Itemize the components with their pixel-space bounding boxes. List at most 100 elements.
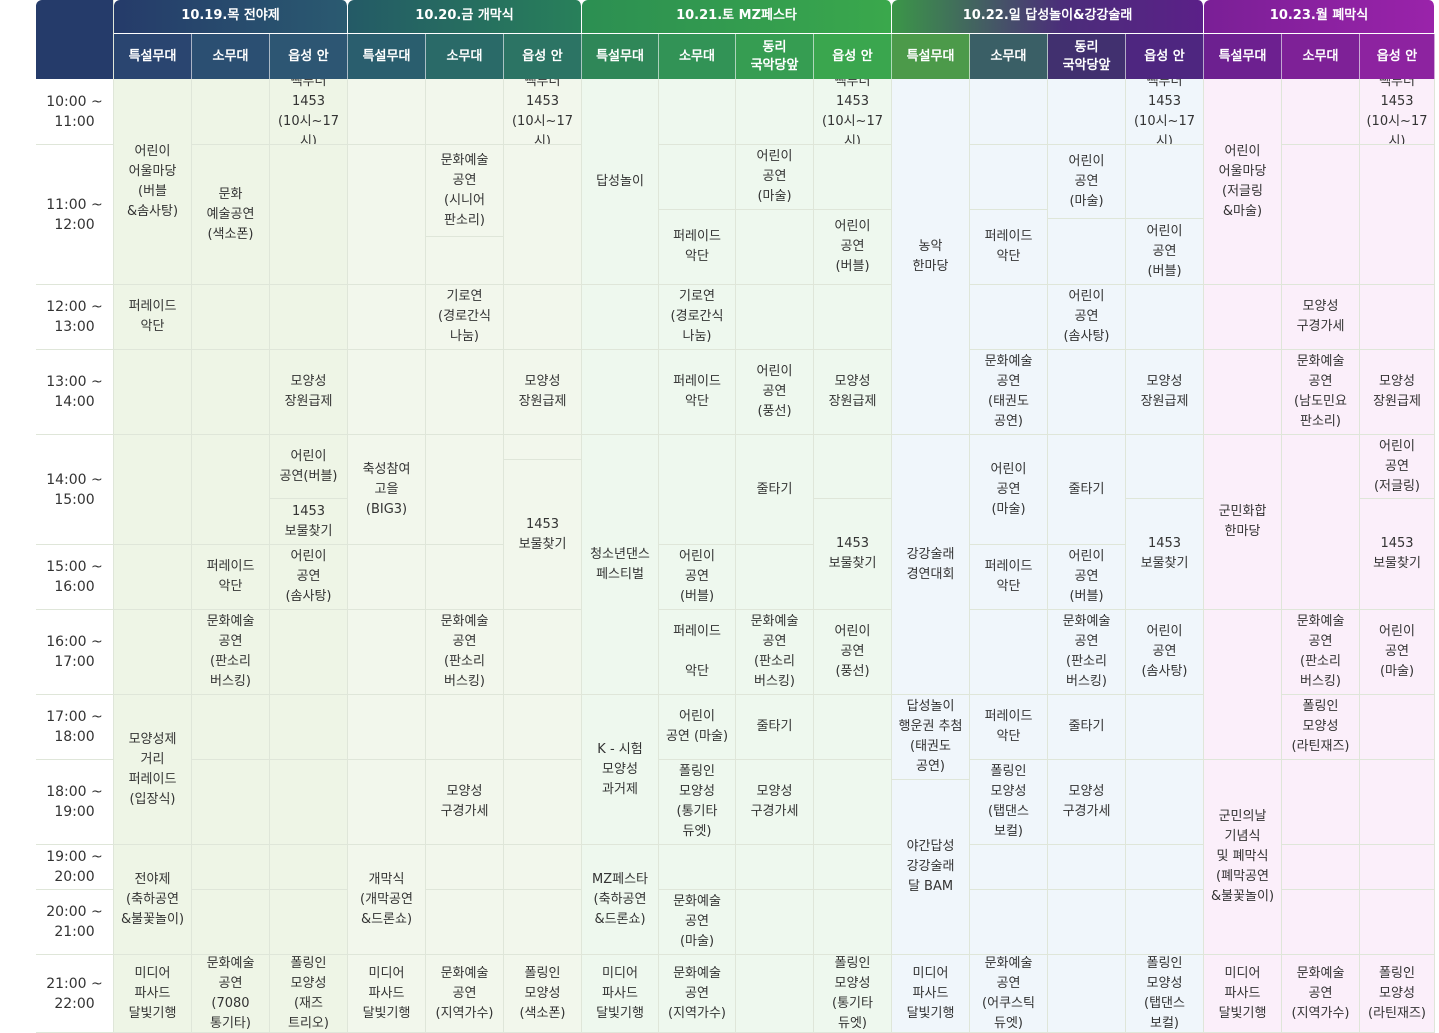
empty-cell: [348, 695, 426, 760]
event-cell: 폴링인 모양성 (색소폰): [504, 955, 582, 1033]
event-cell: 줄타기: [1048, 695, 1126, 760]
event-cell: 농악 한마당: [892, 79, 970, 435]
event-cell: 어린이 공연 (버블): [1048, 545, 1126, 610]
empty-cell: [1282, 145, 1360, 285]
time-slot: 18:00 ~ 19:00: [36, 760, 114, 845]
event-cell: 미디어 파사드 달빛기행: [1204, 955, 1282, 1033]
venue-header: 소무대: [1282, 34, 1360, 79]
event-cell: 청소년댄스 페스티벌: [582, 435, 659, 695]
event-cell: 어린이 어울마당 (저글링 &마술): [1204, 79, 1282, 285]
empty-cell: [582, 350, 659, 435]
time-slot: 10:00 ~ 11:00: [36, 79, 114, 145]
event-cell: 어린이 어울마당 (버블 &솜사탕): [114, 79, 192, 285]
event-cell: 폴링인 모양성 (라틴재즈): [1360, 955, 1435, 1033]
empty-cell: [1204, 610, 1282, 760]
event-cell: 빽투더 1453 (10시~17시): [1360, 79, 1435, 145]
empty-cell: [192, 845, 270, 890]
empty-cell: [1360, 285, 1435, 350]
empty-cell: [426, 845, 504, 890]
empty-cell: [1126, 845, 1204, 890]
empty-cell: [348, 760, 426, 845]
event-cell: 빽투더 1453 (10시~17시): [270, 79, 348, 145]
empty-cell: [270, 610, 348, 695]
empty-cell: [270, 145, 348, 285]
event-cell: 폴링인 모양성 (라틴재즈): [1282, 695, 1360, 760]
event-cell: 어린이 공연 (저글링): [1360, 435, 1435, 499]
empty-cell: [814, 760, 892, 845]
event-cell: 어린이 공연 (솜사탕): [270, 545, 348, 610]
event-cell: 폴링인 모양성 (재즈 트리오): [270, 955, 348, 1033]
festival-schedule-table: 10.19.목 전야제 10.20.금 개막식 10.21.토 MZ페스타 10.22…: [36, 0, 1435, 1033]
empty-cell: [114, 350, 192, 435]
time-slot: 15:00 ~ 16:00: [36, 545, 114, 610]
event-cell: 문화 예술공연 (색소폰): [192, 145, 270, 285]
empty-cell: [270, 760, 348, 845]
empty-cell: [814, 285, 892, 350]
empty-cell: [736, 285, 814, 350]
empty-cell: [659, 79, 736, 145]
event-cell: 어린이 공연 (마술): [1048, 145, 1126, 219]
event-cell: 퍼레이드 악단: [192, 545, 270, 610]
empty-cell: [504, 695, 582, 760]
day-header-1: 10.19.목 전야제: [114, 0, 348, 34]
event-cell: 미디어 파사드 달빛기행: [114, 955, 192, 1033]
empty-cell: [659, 845, 736, 890]
event-cell: 어린이 공연 (마술): [970, 435, 1048, 545]
empty-cell: [348, 285, 426, 350]
empty-cell: [1048, 350, 1126, 435]
empty-cell: [1204, 350, 1282, 435]
empty-cell: [736, 79, 814, 145]
event-cell: 문화예술 공연 (7080 통기타): [192, 955, 270, 1033]
empty-cell: [426, 695, 504, 760]
empty-cell: [348, 350, 426, 435]
empty-cell: [970, 845, 1048, 890]
empty-cell: [814, 435, 892, 499]
event-cell: 어린이 공연 (버블): [1126, 219, 1204, 285]
empty-cell: [970, 285, 1048, 350]
event-cell: 빽투더 1453 (10시~17시): [1126, 79, 1204, 145]
empty-cell: [1126, 890, 1204, 955]
empty-cell: [504, 285, 582, 350]
empty-cell: [504, 760, 582, 845]
empty-cell: [1282, 79, 1360, 145]
venue-header: 소무대: [192, 34, 270, 79]
time-slot: 12:00 ~ 13:00: [36, 285, 114, 350]
empty-cell: [504, 435, 582, 460]
venue-header: 특설무대: [114, 34, 192, 79]
empty-cell: [1282, 760, 1360, 845]
event-cell: 폴링인 모양성 (탭댄스 보컬): [970, 760, 1048, 845]
event-cell: 문화예술 공연 (판소리 버스킹): [1282, 610, 1360, 695]
event-cell: 문화예술 공연 (태권도 공연): [970, 350, 1048, 435]
event-cell: 1453 보물찾기: [1360, 499, 1435, 610]
empty-cell: [814, 695, 892, 760]
event-cell: 문화예술 공연 (판소리 버스킹): [426, 610, 504, 695]
empty-cell: [1126, 145, 1204, 219]
event-cell: 모양성 구경가세: [1282, 285, 1360, 350]
empty-cell: [814, 890, 892, 955]
empty-cell: [114, 435, 192, 545]
event-cell: 문화예술 공연 (판소리 버스킹): [1048, 610, 1126, 695]
event-cell: K - 시험 모양성 과거제: [582, 695, 659, 845]
event-cell: 미디어 파사드 달빛기행: [348, 955, 426, 1033]
empty-cell: [192, 890, 270, 955]
venue-header: 읍성 안: [1126, 34, 1204, 79]
empty-cell: [1126, 695, 1204, 760]
empty-cell: [970, 145, 1048, 210]
empty-cell: [582, 285, 659, 350]
empty-cell: [348, 610, 426, 695]
event-cell: 문화예술 공연 (시니어 판소리): [426, 145, 504, 237]
day-header-3: 10.21.토 MZ페스타: [582, 0, 892, 34]
empty-cell: [814, 145, 892, 210]
empty-cell: [970, 79, 1048, 145]
day-header-4: 10.22.일 답성놀이&강강술래: [892, 0, 1204, 34]
event-cell: 어린이 공연 (마술): [1360, 610, 1435, 695]
event-cell: 1453 보물찾기: [270, 499, 348, 545]
event-cell: 축성참여 고을 (BIG3): [348, 435, 426, 545]
empty-cell: [736, 845, 814, 890]
event-cell: 문화예술 공연 (어쿠스틱 듀엣): [970, 955, 1048, 1033]
empty-cell: [504, 845, 582, 890]
empty-cell: [1360, 695, 1435, 760]
venue-header: 특설무대: [1204, 34, 1282, 79]
time-slot: 20:00 ~ 21:00: [36, 890, 114, 955]
event-cell: 퍼레이드 악단: [114, 285, 192, 350]
